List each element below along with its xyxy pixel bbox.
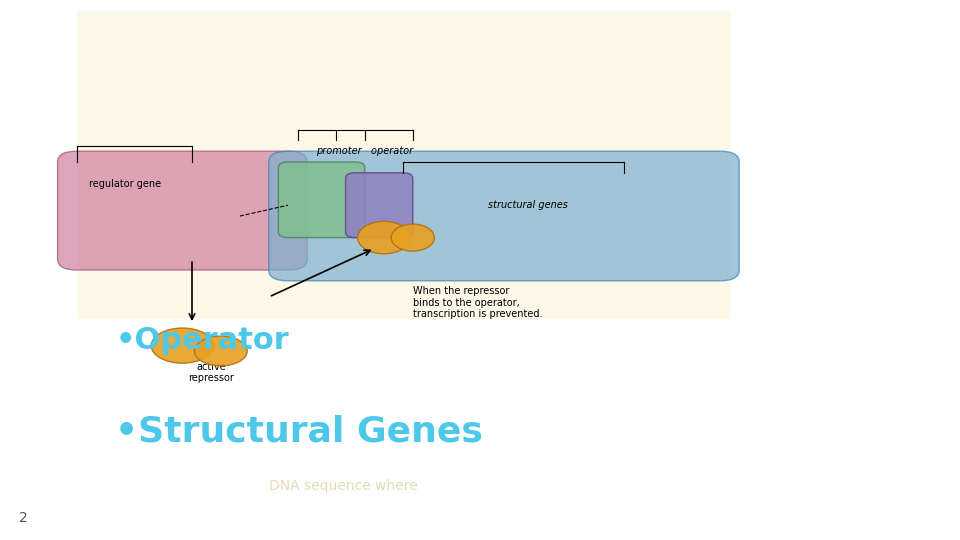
Ellipse shape [392, 224, 435, 251]
Text: promoter   operator: promoter operator [316, 146, 414, 156]
FancyBboxPatch shape [269, 151, 739, 281]
FancyBboxPatch shape [58, 151, 307, 270]
Ellipse shape [194, 336, 248, 366]
Ellipse shape [151, 328, 214, 363]
Text: structural genes: structural genes [488, 200, 568, 210]
Text: •Structural Genes: •Structural Genes [115, 415, 483, 449]
Ellipse shape [357, 221, 411, 254]
FancyBboxPatch shape [346, 173, 413, 238]
Text: When the repressor
binds to the operator,
transcription is prevented.: When the repressor binds to the operator… [413, 286, 542, 319]
Text: •Operator: •Operator [115, 326, 289, 355]
FancyBboxPatch shape [278, 162, 365, 238]
Text: regulator gene: regulator gene [88, 179, 161, 188]
Text: 2: 2 [19, 511, 28, 525]
Text: active
repressor: active repressor [188, 362, 234, 383]
Text: DNA sequence where: DNA sequence where [269, 479, 418, 493]
FancyBboxPatch shape [77, 11, 730, 319]
